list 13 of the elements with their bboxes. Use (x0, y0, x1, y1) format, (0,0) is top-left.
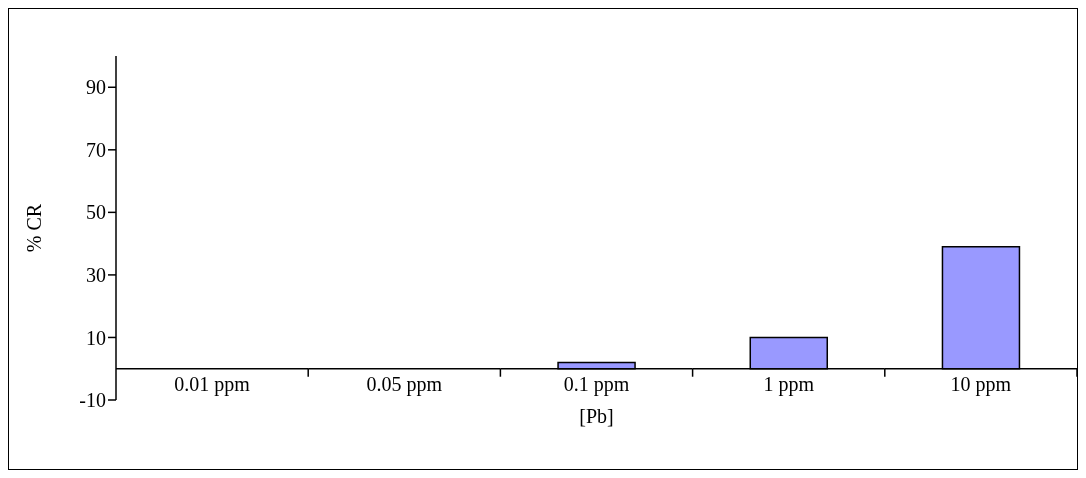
x-tick-label: 10 ppm (950, 372, 1012, 396)
y-tick-label: 10 (86, 326, 106, 349)
y-tick-label: -10 (79, 389, 106, 412)
x-tick-label: 1 ppm (763, 372, 815, 396)
y-tick-label: 50 (86, 201, 106, 224)
x-tick-label: 0.1 ppm (563, 372, 630, 396)
x-axis-title: [Pb] (579, 404, 614, 427)
y-axis-title: % CR (23, 203, 45, 253)
y-tick-label: 30 (86, 264, 106, 287)
x-tick-label: 0.01 ppm (174, 372, 251, 396)
x-tick-label: 0.05 ppm (366, 372, 443, 396)
y-tick-label: 70 (86, 138, 106, 161)
y-tick-label: 90 (86, 76, 106, 99)
